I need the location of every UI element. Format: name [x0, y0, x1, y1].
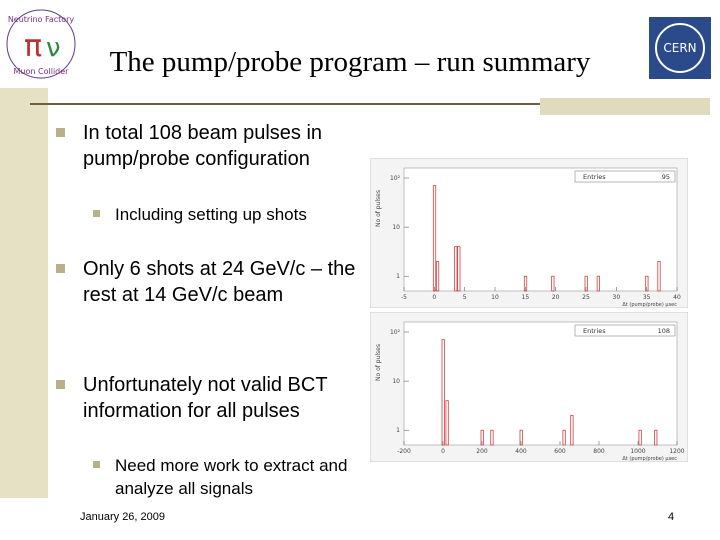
bullet-marker — [93, 461, 100, 468]
bar — [570, 415, 574, 446]
bar — [638, 429, 642, 446]
x-tick-label: 30 — [613, 294, 621, 301]
bar — [596, 275, 600, 292]
bar — [519, 429, 523, 446]
right-logo: CERN — [649, 17, 711, 79]
y-tick-label: 1 — [396, 427, 400, 434]
x-tick-label: 25 — [582, 294, 590, 301]
bar — [432, 185, 437, 292]
x-tick-label: 5 — [463, 294, 467, 301]
sub-bullet-text: Need more work to extract and analyze al… — [115, 456, 348, 498]
bullet-marker — [93, 210, 100, 217]
logo-ring — [6, 9, 76, 79]
y-axis-label: No of pulses — [375, 344, 382, 381]
bar — [441, 339, 445, 446]
sub-bullet: Including setting up shots — [93, 203, 375, 226]
bar — [457, 246, 461, 292]
x-tick-label: 1200 — [669, 448, 684, 455]
bar — [454, 246, 458, 292]
footer-date: January 26, 2009 — [80, 511, 166, 523]
bullet-text: Only 6 shots at 24 GeV/c – the rest at 1… — [83, 258, 356, 306]
x-tick-label: -200 — [397, 448, 411, 455]
logo-ring — [655, 23, 705, 73]
stats-label: Entries — [583, 327, 606, 335]
plot-area — [403, 321, 678, 446]
title-band — [540, 98, 710, 115]
x-tick-label: 1000 — [630, 448, 645, 455]
logo-text: CERN — [663, 41, 696, 55]
y-tick-label: 10 — [392, 378, 400, 385]
stats-value: 95 — [662, 173, 670, 181]
bar — [480, 429, 484, 446]
stats-box — [574, 170, 676, 183]
bullet-text: In total 108 beam pulses in pump/probe c… — [83, 122, 323, 170]
x-tick-label: -5 — [401, 294, 407, 301]
x-tick-label: 15 — [522, 294, 530, 301]
x-tick-label: 600 — [554, 448, 566, 455]
stats-box — [574, 324, 676, 337]
histogram: -5 0 5 10 15 20 25 30 35 40 1 10 10² No of pulses Δt (… — [370, 158, 688, 308]
stats-value: 108 — [658, 327, 670, 335]
title-rule — [30, 103, 540, 105]
bullet: Unfortunately not valid BCT information … — [56, 372, 368, 424]
logo-text: Neutrino Factory — [8, 15, 75, 24]
y-tick-label: 10² — [390, 175, 401, 182]
y-tick-label: 10 — [392, 224, 400, 231]
x-tick-label: 200 — [476, 448, 488, 455]
left-logo: Neutrino Factory Muon Collider π ν — [6, 9, 76, 79]
histogram: -200 0 200 400 600 800 1000 1200 1 10 10² No of pul… — [370, 312, 688, 462]
bar — [654, 429, 658, 446]
bullet: Only 6 shots at 24 GeV/c – the rest at 1… — [56, 256, 368, 308]
bullet: In total 108 beam pulses in pump/probe c… — [56, 120, 368, 172]
logo-glyph: π — [24, 29, 42, 64]
logo-bg — [649, 17, 711, 79]
bullet-marker — [56, 128, 65, 137]
plot-area — [403, 167, 678, 292]
bar — [490, 429, 494, 446]
title: The pump/probe program – run summary — [109, 46, 591, 78]
y-tick-label: 1 — [396, 273, 400, 280]
bullet-marker — [56, 264, 65, 273]
sub-bullet: Need more work to extract and analyze al… — [93, 454, 375, 500]
bar — [523, 275, 528, 292]
y-axis-label: No of pulses — [375, 190, 382, 227]
x-tick-label: 0 — [441, 448, 445, 455]
x-tick-label: 800 — [593, 448, 605, 455]
bar — [435, 261, 440, 292]
stats-label: Entries — [583, 173, 606, 181]
logo-glyph: ν — [46, 33, 61, 63]
bar — [562, 429, 566, 446]
bar — [657, 261, 661, 292]
bar — [445, 400, 449, 446]
x-tick-label: 20 — [552, 294, 560, 301]
bullet-text: Unfortunately not valid BCT information … — [83, 374, 328, 422]
page-number: 4 — [668, 511, 675, 523]
x-tick-label: 0 — [432, 294, 436, 301]
y-tick-label: 10² — [390, 329, 401, 336]
bullet-marker — [56, 380, 65, 389]
bar — [584, 275, 588, 292]
x-tick-label: 40 — [673, 294, 681, 301]
x-axis-label: Δt (pump/probe) μsec — [622, 302, 677, 308]
logo-text: Muon Collider — [14, 67, 70, 76]
x-tick-label: 400 — [515, 448, 527, 455]
sub-bullet-text: Including setting up shots — [115, 205, 307, 224]
bar — [645, 275, 649, 292]
side-band — [0, 88, 48, 498]
x-tick-label: 35 — [643, 294, 651, 301]
x-axis-label: Δt (pump/probe) μsec — [622, 456, 677, 462]
bar — [551, 275, 555, 292]
x-tick-label: 10 — [491, 294, 499, 301]
